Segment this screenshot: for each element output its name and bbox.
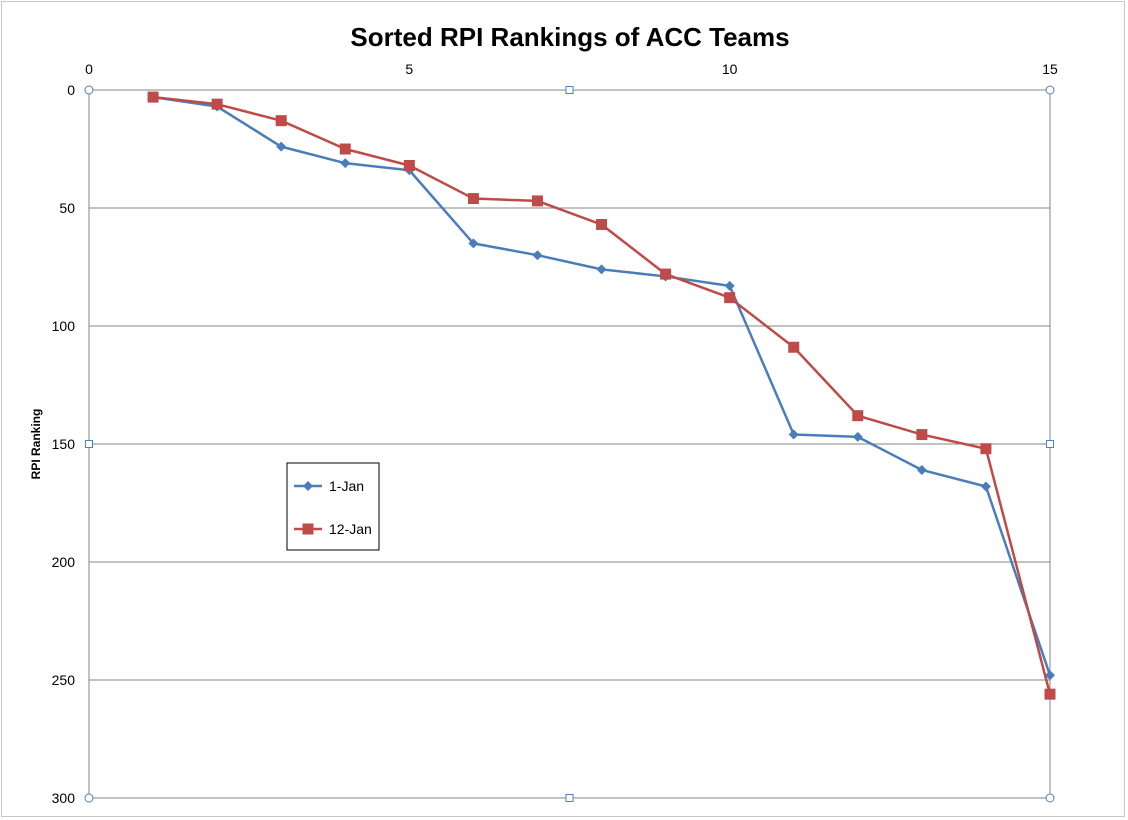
data-point[interactable] xyxy=(980,481,991,492)
corner-resize-handle[interactable] xyxy=(84,793,94,803)
selection-handles[interactable] xyxy=(84,85,1055,803)
x-axis-ticks: 0 5 10 15 xyxy=(85,61,1058,77)
data-point[interactable] xyxy=(339,143,351,155)
corner-resize-handle[interactable] xyxy=(1045,85,1055,95)
data-point[interactable] xyxy=(724,292,736,304)
y-tick-label: 150 xyxy=(52,436,76,452)
data-point[interactable] xyxy=(1044,688,1056,700)
data-point[interactable] xyxy=(788,429,799,440)
data-point[interactable] xyxy=(596,219,608,231)
data-point[interactable] xyxy=(724,280,735,291)
data-point[interactable] xyxy=(468,238,479,249)
data-point[interactable] xyxy=(660,268,672,280)
y-tick-label: 100 xyxy=(52,318,76,334)
x-tick-label: 0 xyxy=(85,61,93,77)
legend-marker xyxy=(303,481,313,491)
legend-label: 12-Jan xyxy=(329,521,372,537)
edge-resize-handle[interactable] xyxy=(565,794,574,802)
edge-resize-handle[interactable] xyxy=(1046,440,1054,448)
data-point[interactable] xyxy=(596,264,607,275)
y-tick-label: 200 xyxy=(52,554,76,570)
corner-resize-handle[interactable] xyxy=(84,85,94,95)
data-point[interactable] xyxy=(788,341,800,353)
gridlines xyxy=(89,89,1050,799)
y-tick-label: 300 xyxy=(52,790,76,806)
data-point[interactable] xyxy=(916,429,928,441)
x-tick-label: 10 xyxy=(722,61,738,77)
legend-item[interactable]: 1-Jan xyxy=(294,478,364,494)
series-layer xyxy=(147,91,1056,700)
legend[interactable]: 1-Jan 12-Jan xyxy=(286,462,380,551)
x-tick-label: 15 xyxy=(1042,61,1058,77)
data-point[interactable] xyxy=(852,431,863,442)
data-point[interactable] xyxy=(276,141,287,152)
y-axis-ticks: 0 50 100 150 200 250 300 xyxy=(52,82,76,806)
data-point[interactable] xyxy=(340,158,351,169)
y-tick-label: 50 xyxy=(59,200,75,216)
series-line xyxy=(152,95,1052,695)
data-point[interactable] xyxy=(403,160,415,172)
edge-resize-handle[interactable] xyxy=(565,86,574,94)
data-point[interactable] xyxy=(211,98,223,110)
series-12-Jan xyxy=(147,91,1056,700)
y-tick-label: 250 xyxy=(52,672,76,688)
legend-marker xyxy=(302,523,314,535)
legend-item[interactable]: 12-Jan xyxy=(294,521,372,537)
data-point[interactable] xyxy=(467,193,479,205)
legend-box xyxy=(286,462,380,551)
edge-resize-handle[interactable] xyxy=(85,440,93,448)
series-1-Jan xyxy=(148,92,1055,681)
data-point[interactable] xyxy=(531,195,543,207)
y-tick-label: 0 xyxy=(67,82,75,98)
data-point[interactable] xyxy=(275,115,287,127)
data-point[interactable] xyxy=(916,464,927,475)
data-point[interactable] xyxy=(1045,670,1055,681)
data-point[interactable] xyxy=(980,443,992,455)
x-tick-label: 5 xyxy=(405,61,413,77)
y-axis-label: RPI Ranking xyxy=(29,409,43,480)
data-point[interactable] xyxy=(147,91,159,103)
chart-title: Sorted RPI Rankings of ACC Teams xyxy=(350,22,789,52)
legend-label: 1-Jan xyxy=(329,478,364,494)
data-point[interactable] xyxy=(532,250,543,261)
series-line xyxy=(152,95,1052,676)
data-point[interactable] xyxy=(852,410,864,422)
corner-resize-handle[interactable] xyxy=(1045,793,1055,803)
